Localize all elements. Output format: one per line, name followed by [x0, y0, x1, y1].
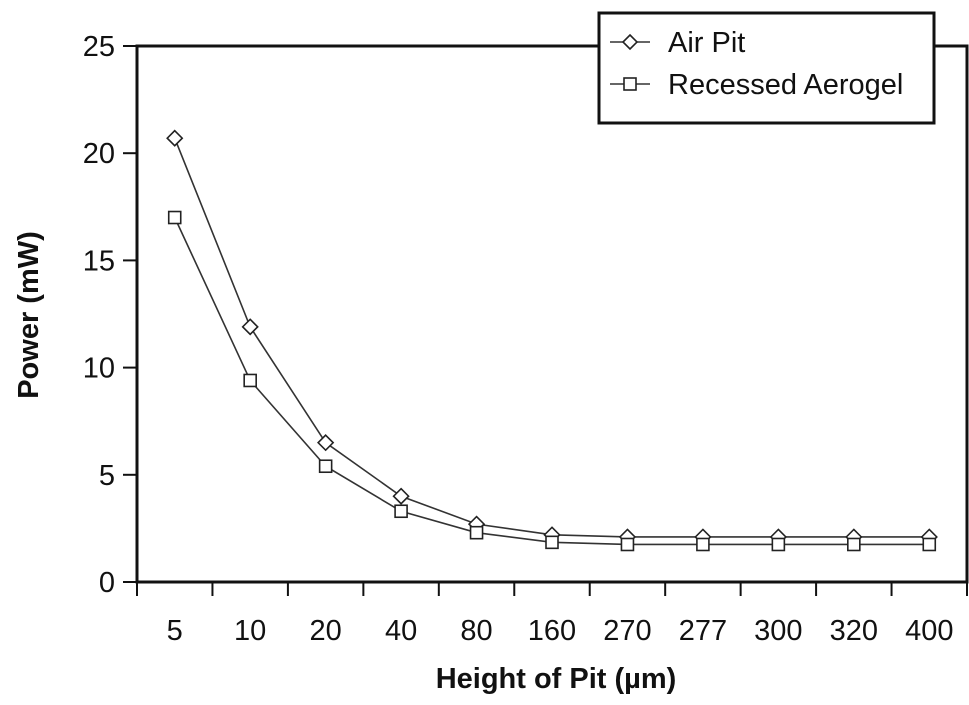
x-tick-label: 320 [830, 615, 878, 647]
data-point-recessed-aerogel [469, 525, 484, 540]
data-point-recessed-aerogel [847, 537, 861, 552]
data-point-recessed-aerogel [771, 537, 786, 552]
x-tick-label: 277 [679, 615, 727, 647]
x-tick-label: 300 [754, 615, 802, 647]
x-tick-label: 20 [310, 615, 342, 647]
data-point-air-pit [317, 434, 335, 452]
x-tick-label: 400 [905, 615, 953, 647]
data-point-air-pit [166, 129, 184, 147]
x-tick-label: 10 [234, 615, 266, 647]
x-tick-label: 5 [167, 615, 183, 647]
legend-label-air-pit: Air Pit [668, 27, 745, 59]
series-recessed-aerogel [167, 210, 937, 552]
data-point-recessed-aerogel [696, 537, 710, 552]
y-tick-label: 20 [83, 138, 115, 170]
y-tick-label: 15 [83, 245, 115, 277]
legend-box [597, 11, 936, 125]
x-tick-label: 80 [460, 615, 492, 647]
legend-label-recessed-aerogel: Recessed Aerogel [668, 69, 903, 101]
y-axis: 0 5 10 15 20 25 [83, 31, 137, 599]
series-air-pit [166, 129, 938, 546]
y-tick-label: 5 [99, 460, 115, 492]
data-point-recessed-aerogel [243, 373, 257, 388]
x-tick-label: 40 [385, 615, 417, 647]
legend: Air Pit Recessed Aerogel [597, 11, 936, 125]
data-point-recessed-aerogel [394, 504, 408, 519]
y-tick-label: 0 [99, 567, 115, 599]
series-line-air-pit [173, 137, 930, 538]
x-tick-label: 270 [603, 615, 651, 647]
data-point-recessed-aerogel [167, 210, 182, 225]
series-line-recessed-aerogel [174, 217, 930, 546]
data-point-air-pit [241, 318, 259, 336]
data-point-recessed-aerogel [318, 459, 333, 474]
data-point-recessed-aerogel [922, 537, 937, 552]
y-tick-label: 25 [83, 31, 115, 63]
series-layer [166, 129, 938, 552]
legend-marker-recessed-aerogel [623, 77, 637, 91]
x-axis-title: Height of Pit (µm) [436, 663, 677, 695]
y-tick-label: 10 [83, 353, 115, 385]
data-point-air-pit [392, 487, 410, 505]
plot-border [135, 44, 969, 584]
x-tick-label: 160 [528, 615, 576, 647]
legend-marker-air-pit [621, 33, 639, 51]
y-axis-title: Power (mW) [13, 231, 45, 399]
x-axis: 5 10 20 40 80 160 270 277 300 320 400 [136, 582, 968, 647]
data-point-recessed-aerogel [545, 535, 559, 550]
plot-area [135, 44, 969, 584]
data-point-recessed-aerogel [620, 537, 635, 552]
